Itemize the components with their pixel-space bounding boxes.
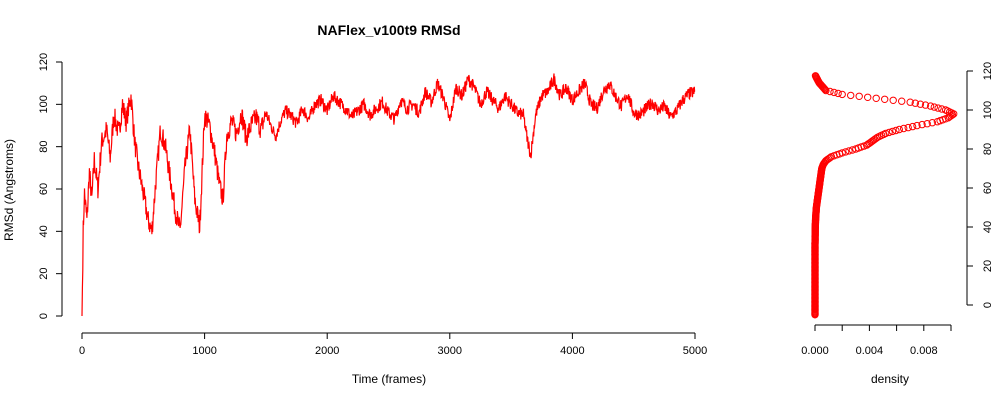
density-point (838, 90, 846, 99)
density-y-tick-label: 120 (982, 62, 994, 80)
density-point (934, 104, 942, 112)
density-point (841, 148, 850, 156)
y-tick-label: 60 (38, 183, 50, 195)
density-point (895, 125, 903, 134)
density-point (900, 124, 908, 133)
density-point (906, 98, 914, 106)
density-point (855, 92, 863, 101)
density-y-tick-label: 20 (982, 260, 994, 272)
density-point (881, 95, 889, 104)
density-point (941, 106, 950, 114)
density-point (928, 119, 936, 127)
density-point (930, 103, 938, 111)
density-x-tick-label: 0.000 (801, 345, 829, 357)
density-x-axis-label: density (871, 372, 909, 386)
x-tick-label: 3000 (438, 345, 462, 357)
density-points (811, 72, 958, 319)
density-point (913, 121, 921, 130)
density-point (811, 72, 820, 80)
density-point (830, 88, 838, 97)
x-tick-label: 1000 (192, 345, 216, 357)
density-point (834, 89, 842, 98)
density-y-tick-label: 40 (982, 221, 994, 233)
y-tick-label: 40 (38, 225, 50, 237)
density-y-tick-label: 100 (982, 101, 994, 119)
density-point (885, 128, 893, 137)
density-point (904, 123, 912, 132)
rmsd-line (81, 73, 696, 317)
density-y-tick-label: 60 (982, 182, 994, 194)
y-tick-label: 0 (38, 313, 50, 319)
density-y-axis: 0 20 40 60 80 100 120 (966, 62, 994, 308)
density-y-tick-label: 0 (982, 302, 994, 308)
y-tick-label: 20 (38, 268, 50, 280)
x-tick-label: 2000 (315, 345, 339, 357)
density-point (938, 105, 946, 113)
density-point (911, 99, 919, 107)
density-point (908, 122, 917, 131)
density-point (926, 102, 935, 110)
density-point (889, 96, 897, 105)
density-x-tick-label: 0.008 (910, 345, 938, 357)
density-x-tick-label: 0.004 (856, 345, 884, 357)
density-point (872, 94, 880, 103)
x-axis: 0 1000 2000 3000 4000 5000 (79, 332, 707, 357)
density-point (898, 97, 906, 105)
x-axis-label: Time (frames) (352, 372, 426, 386)
density-panel: density 0.000 0.004 0.008 0 20 40 60 80 100 120 (801, 62, 994, 386)
y-axis-label: RMSd (Angstroms) (2, 139, 16, 241)
y-tick-label: 120 (38, 53, 50, 71)
density-point (847, 91, 855, 100)
density-point (888, 127, 897, 136)
chart-title: NAFlex_v100t9 RMSd (317, 22, 460, 38)
x-tick-label: 5000 (683, 345, 707, 357)
density-y-tick-label: 80 (982, 143, 994, 155)
rmsd-series (81, 73, 696, 317)
x-tick-label: 0 (79, 345, 85, 357)
density-point (916, 100, 925, 108)
y-tick-label: 100 (38, 95, 50, 113)
density-point (882, 129, 890, 138)
density-x-axis: 0.000 0.004 0.008 (801, 324, 952, 357)
density-point (838, 149, 846, 157)
density-point (921, 101, 930, 109)
density-point (864, 93, 872, 102)
density-point (845, 147, 853, 155)
density-point (892, 126, 900, 135)
rmsd-time-series-panel: NAFlex_v100t9 RMSd Time (frames) RMSd (A… (2, 22, 707, 386)
density-point (918, 120, 926, 129)
y-axis: 0 20 40 60 80 100 120 (38, 53, 63, 319)
x-tick-label: 4000 (560, 345, 584, 357)
y-tick-label: 80 (38, 141, 50, 153)
density-point (826, 154, 834, 162)
density-point (923, 120, 931, 128)
